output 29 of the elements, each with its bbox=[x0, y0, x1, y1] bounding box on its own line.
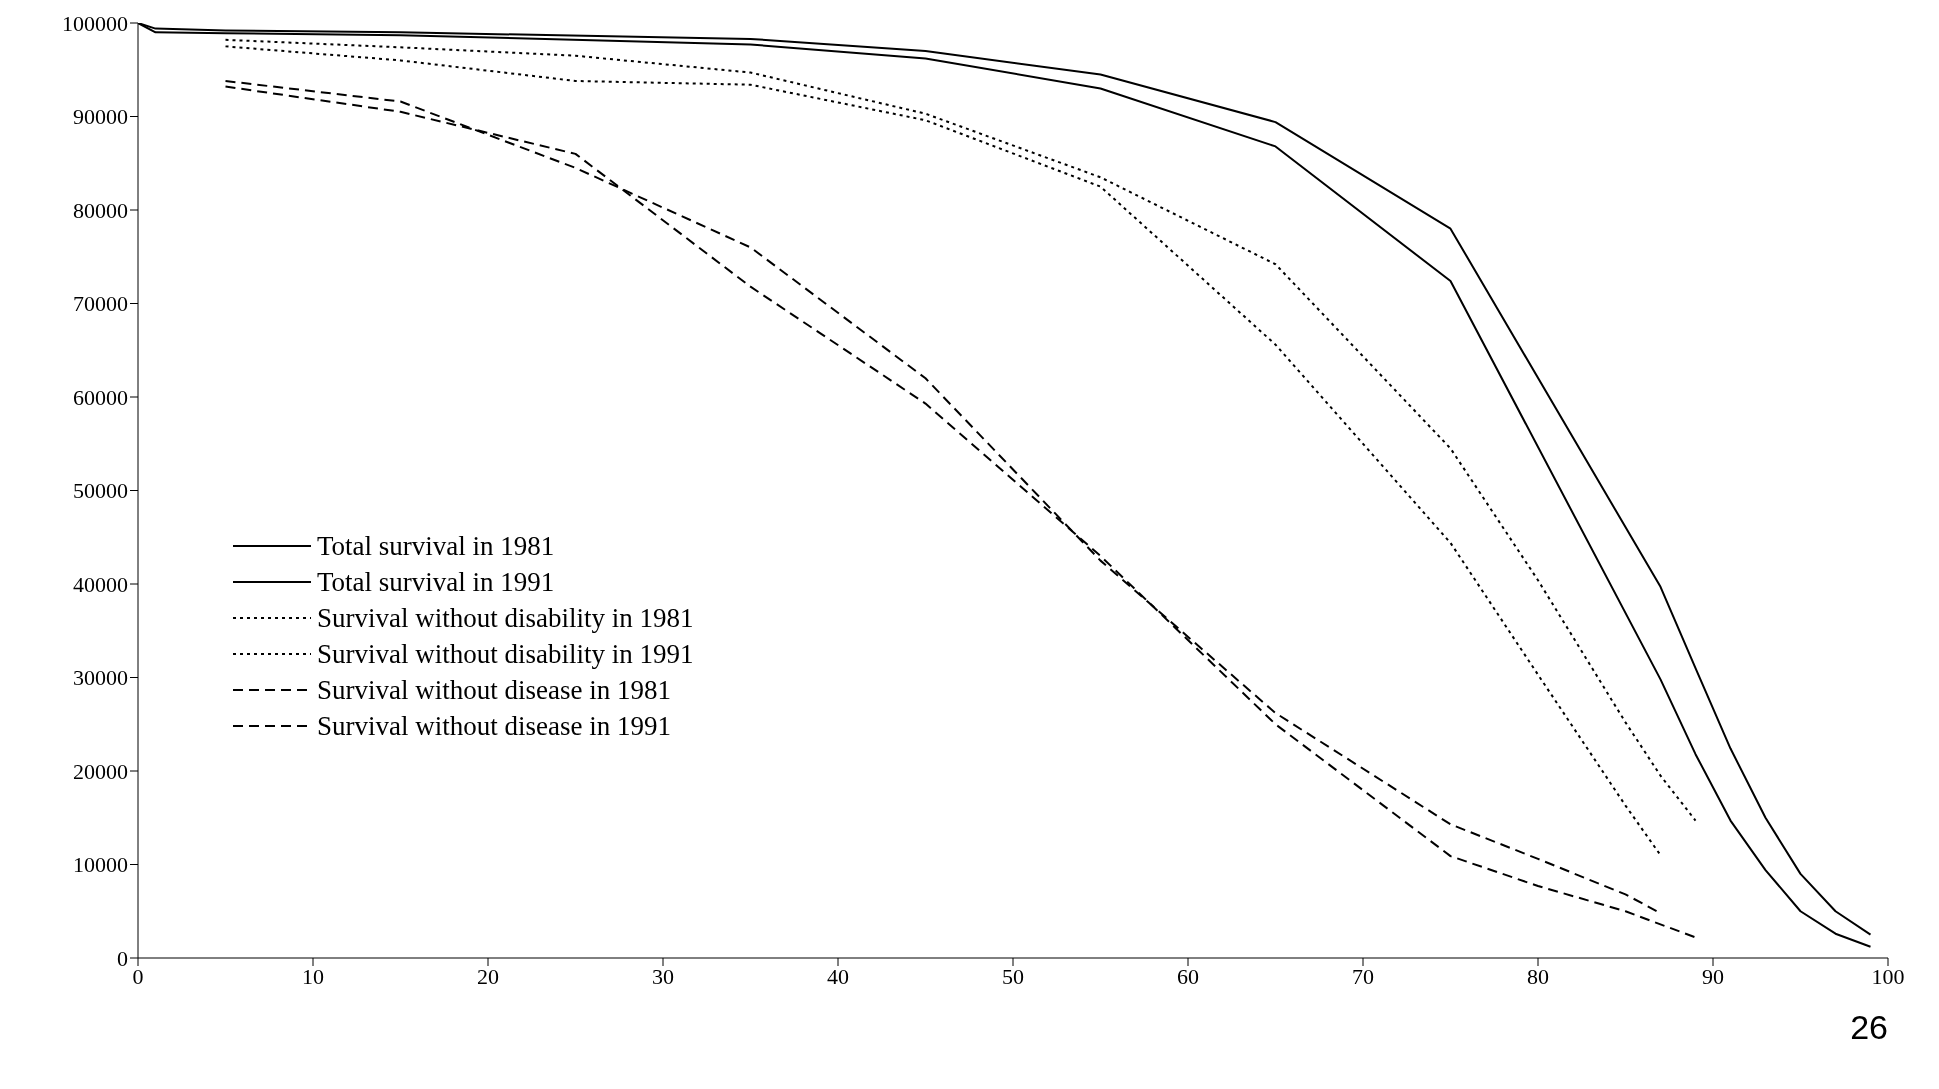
x-tick-label: 30 bbox=[652, 963, 674, 989]
legend-label: Survival without disability in 1991 bbox=[317, 638, 694, 670]
y-tick-label: 50000 bbox=[73, 478, 128, 504]
x-tick-label: 0 bbox=[132, 963, 144, 989]
x-tick-label: 100 bbox=[1871, 963, 1905, 989]
x-tick-label: 90 bbox=[1702, 963, 1724, 989]
legend-label: Total survival in 1991 bbox=[317, 566, 555, 598]
y-tick-label: 80000 bbox=[73, 197, 128, 223]
x-tick-label: 60 bbox=[1177, 963, 1199, 989]
y-tick-label: 20000 bbox=[73, 758, 128, 784]
x-tick-label: 10 bbox=[302, 963, 324, 989]
y-tick-label: 10000 bbox=[73, 852, 128, 878]
y-tick-label: 40000 bbox=[73, 571, 128, 597]
y-tick-label: 100000 bbox=[62, 10, 128, 36]
y-tick-label: 90000 bbox=[73, 104, 128, 130]
legend-label: Total survival in 1981 bbox=[317, 530, 555, 562]
x-tick-label: 80 bbox=[1527, 963, 1549, 989]
text: 26 bbox=[1850, 1008, 1888, 1047]
x-tick-label: 20 bbox=[477, 963, 499, 989]
legend-label: Survival without disease in 1981 bbox=[317, 674, 671, 706]
y-tick-label: 0 bbox=[117, 945, 128, 971]
legend-label: Survival without disability in 1981 bbox=[317, 602, 694, 634]
x-tick-label: 50 bbox=[1002, 963, 1024, 989]
y-tick-label: 60000 bbox=[73, 384, 128, 410]
y-tick-label: 30000 bbox=[73, 665, 128, 691]
x-tick-label: 70 bbox=[1352, 963, 1374, 989]
x-tick-label: 40 bbox=[827, 963, 849, 989]
y-tick-label: 70000 bbox=[73, 291, 128, 317]
legend-label: Survival without disease in 1991 bbox=[317, 710, 671, 742]
